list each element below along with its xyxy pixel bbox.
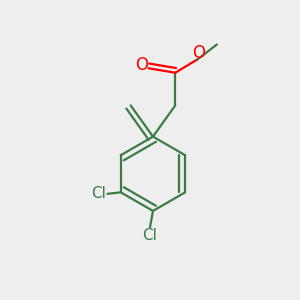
Text: Cl: Cl — [91, 186, 106, 201]
Text: O: O — [193, 44, 206, 62]
Text: Cl: Cl — [142, 228, 158, 243]
Text: O: O — [136, 56, 148, 74]
